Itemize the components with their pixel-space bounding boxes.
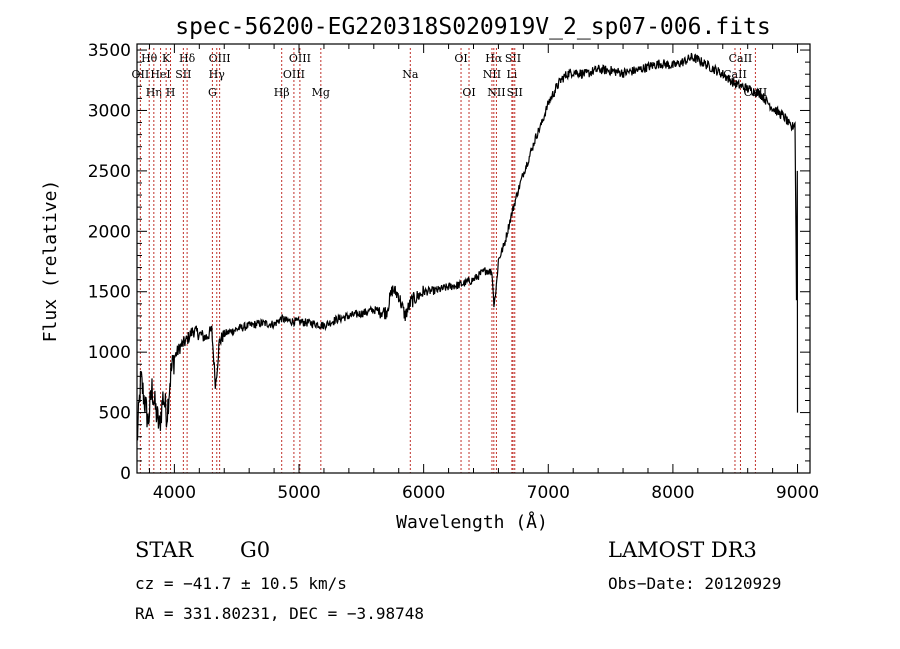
y-tick-label: 1000 — [88, 343, 131, 363]
line-marker-label: SII — [175, 68, 191, 81]
y-tick-label: 1500 — [88, 283, 131, 303]
plot-frame — [136, 43, 811, 474]
line-marker-label: CaII — [729, 52, 753, 65]
y-tick-label: 500 — [99, 404, 131, 424]
line-marker-label: SII — [507, 86, 523, 99]
x-axis-label: Wavelength (Å) — [396, 511, 548, 533]
coordinates: RA = 331.80231, DEC = −3.98748 — [135, 604, 424, 623]
line-marker-label: Na — [402, 68, 419, 81]
y-tick-label: 3500 — [88, 41, 131, 61]
line-marker-label: Hα — [485, 52, 503, 65]
line-marker-label: G — [208, 86, 217, 99]
survey-name: LAMOST DR3 — [608, 538, 757, 562]
line-marker-label: Hδ — [179, 52, 196, 65]
line-marker-label: Hγ — [209, 68, 226, 81]
x-axis: 4000 5000 6000 7000 8000 9000 — [148, 44, 819, 503]
line-marker-label: NII — [483, 68, 501, 81]
redshift-value: cz = −41.7 ± 10.5 km/s — [135, 574, 347, 593]
spectrum-line — [136, 52, 799, 441]
y-tick-label: 2000 — [88, 222, 131, 242]
object-class: STAR — [135, 538, 194, 562]
y-tick-label: 0 — [120, 464, 131, 484]
line-marker-label: SII — [505, 52, 521, 65]
y-axis-label: Flux (relative) — [40, 180, 61, 343]
line-marker-label: Hθ — [141, 52, 158, 65]
chart-title: spec-56200-EG220318S020919V_2_sp07-006.f… — [175, 14, 770, 40]
line-marker-label: Hβ — [274, 86, 290, 99]
y-tick-label: 3000 — [88, 101, 131, 121]
line-marker-label: H — [166, 86, 176, 99]
x-tick-label: 8000 — [651, 483, 694, 503]
line-marker-label: OIII — [289, 52, 311, 65]
line-marker-label: OIII — [209, 52, 231, 65]
y-axis: 0 500 1000 1500 2000 2500 3000 3500 — [88, 41, 810, 484]
line-marker-label: NII — [487, 86, 505, 99]
line-marker-label: OIII — [283, 68, 305, 81]
x-tick-label: 4000 — [153, 483, 196, 503]
line-marker-label: Li — [506, 68, 517, 81]
line-marker-label: K — [162, 52, 171, 65]
obs-date: Obs−Date: 20120929 — [608, 574, 782, 593]
y-tick-label: 2500 — [88, 162, 131, 182]
object-subclass: G0 — [240, 538, 271, 562]
x-tick-label: 6000 — [402, 483, 445, 503]
line-marker-label: Hη — [146, 86, 162, 99]
line-marker-label: HeI — [150, 68, 170, 81]
x-tick-label: 7000 — [527, 483, 570, 503]
line-marker-label: OI — [462, 86, 475, 99]
line-marker-label: OI — [454, 52, 467, 65]
x-tick-label: 5000 — [277, 483, 320, 503]
x-tick-label: 9000 — [776, 483, 819, 503]
line-marker-label: Mg — [312, 86, 330, 99]
